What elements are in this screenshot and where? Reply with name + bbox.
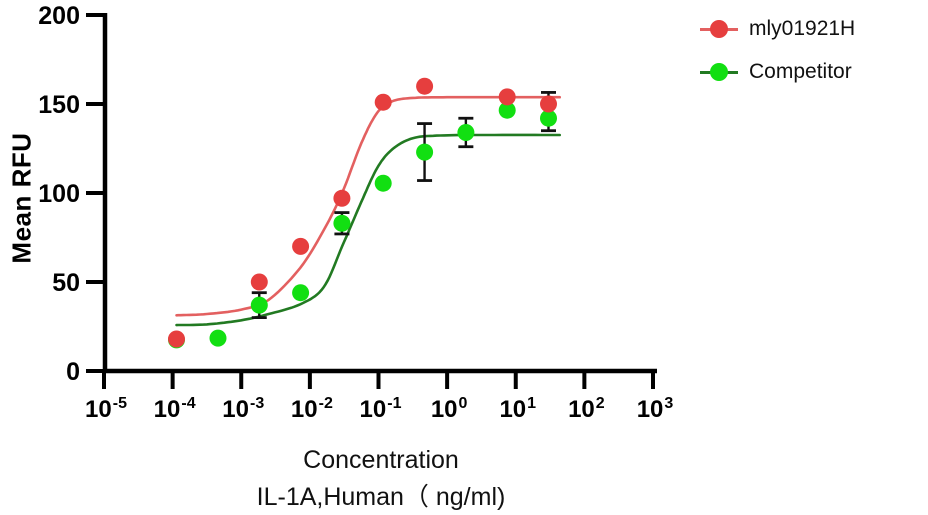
data-point-mly01921H — [498, 88, 516, 106]
x-tick-label: 101 — [499, 395, 536, 423]
data-point-mly01921H — [416, 77, 434, 95]
data-point-Competitor — [540, 109, 557, 127]
data-point-Competitor — [292, 284, 310, 302]
legend-item-mly01921H: mly01921H — [700, 18, 855, 39]
fit-curve-Competitor — [175, 133, 561, 327]
data-point-Competitor — [457, 124, 475, 141]
x-tick-label: 10-3 — [222, 395, 264, 423]
legend: mly01921H Competitor — [700, 18, 855, 82]
y-tick-label: 100 — [38, 180, 80, 208]
legend-item-competitor: Competitor — [700, 61, 855, 82]
legend-label: Competitor — [749, 60, 852, 83]
x-tick-label: 10-1 — [360, 395, 402, 423]
y-tick-label: 0 — [66, 358, 80, 386]
data-point-Competitor — [374, 174, 392, 192]
x-tick-label: 10-2 — [291, 395, 333, 423]
data-point-Competitor — [209, 329, 227, 347]
series-marker-icon — [700, 62, 738, 81]
y-tick-label: 50 — [52, 269, 80, 297]
x-tick-label: 10-5 — [85, 395, 127, 423]
data-point-mly01921H — [374, 93, 392, 111]
y-axis-label: Mean RFU — [6, 132, 37, 264]
x-tick-label: 100 — [431, 395, 468, 423]
y-tick-label: 200 — [38, 2, 80, 30]
x-tick-label: 10-4 — [154, 395, 196, 423]
data-point-mly01921H — [168, 330, 185, 348]
legend-label: mly01921H — [749, 17, 856, 40]
data-point-mly01921H — [540, 95, 557, 113]
x-axis-subtitle: IL-1A,Human（ ng/ml) — [256, 483, 506, 511]
x-tick-label: 102 — [568, 395, 605, 423]
fit-curve-mly01921H — [175, 95, 561, 317]
data-point-mly01921H — [333, 189, 351, 207]
data-point-Competitor — [250, 296, 268, 314]
x-axis-title: Concentration — [303, 446, 459, 474]
legend-dot — [710, 62, 728, 81]
data-point-Competitor — [416, 143, 434, 161]
series-marker-icon — [700, 19, 738, 38]
legend-dot — [710, 19, 728, 38]
data-point-mly01921H — [250, 273, 268, 291]
data-point-Competitor — [498, 101, 516, 119]
data-point-Competitor — [333, 214, 351, 232]
x-tick-label: 103 — [637, 395, 674, 423]
y-tick-label: 150 — [38, 91, 80, 119]
data-point-mly01921H — [292, 237, 310, 255]
